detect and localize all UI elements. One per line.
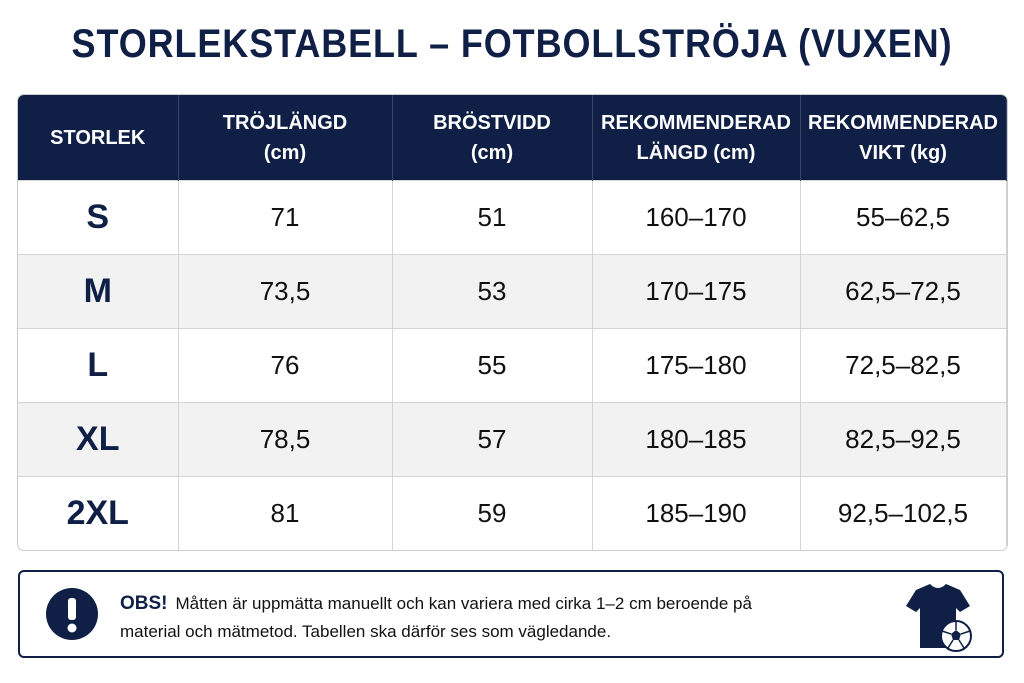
value-cell: 71	[178, 180, 393, 255]
value-cell: 160–170	[592, 180, 801, 255]
header-line: REKOMMENDERAD	[601, 111, 791, 134]
header-line: BRÖSTVIDD	[433, 111, 551, 134]
value-cell: 53	[392, 254, 593, 329]
value-cell: 76	[178, 328, 393, 403]
table-row: XL 78,5 57 180–185 82,5–92,5	[18, 402, 1007, 477]
header-line: (cm)	[263, 141, 307, 164]
header-line: REKOMMENDERAD	[808, 111, 998, 134]
table-row: S 71 51 160–170 55–62,5	[18, 180, 1007, 255]
value-cell: 59	[392, 476, 593, 550]
value-cell: 82,5–92,5	[800, 402, 1007, 477]
value-cell: 180–185	[592, 402, 801, 477]
header-line: (cm)	[470, 141, 514, 164]
value-cell: 92,5–102,5	[800, 476, 1007, 550]
value-cell: 57	[392, 402, 593, 477]
table-row: 2XL 81 59 185–190 92,5–102,5	[18, 476, 1007, 550]
header-row: STORLEK TRÖJLÄNGD (cm) BRÖSTVIDD (cm) REKOMME…	[18, 95, 1007, 181]
size-cell: L	[18, 328, 179, 403]
value-cell: 51	[392, 180, 593, 255]
size-cell: S	[18, 180, 179, 255]
header-cell: TRÖJLÄNGD (cm)	[178, 95, 393, 181]
value-cell: 62,5–72,5	[800, 254, 1007, 329]
table-row: L 76 55 175–180 72,5–82,5	[18, 328, 1007, 403]
header-line: LÄNGD (cm)	[636, 141, 756, 164]
warning-icon	[46, 588, 98, 640]
value-cell: 170–175	[592, 254, 801, 329]
note-box: OBS! Måtten är uppmätta manuellt och kan …	[18, 570, 1004, 658]
header-line: STORLEK	[50, 126, 146, 149]
title: STORLEKSTABELL – FOTBOLLSTRÖJA (VUXEN)	[71, 22, 953, 66]
note-body: Måtten är uppmätta manuellt och kan vari…	[120, 594, 752, 641]
header-cell: REKOMMENDERAD LÄNGD (cm)	[592, 95, 801, 181]
value-cell: 175–180	[592, 328, 801, 403]
header-cell: BRÖSTVIDD (cm)	[392, 95, 593, 181]
header-line: TRÖJLÄNGD	[222, 111, 348, 134]
value-cell: 81	[178, 476, 393, 550]
size-cell: XL	[18, 402, 179, 477]
header-line: VIKT (kg)	[859, 141, 947, 164]
size-cell: M	[18, 254, 179, 329]
header-cell: REKOMMENDERAD VIKT (kg)	[800, 95, 1007, 181]
note-text: OBS! Måtten är uppmätta manuellt och kan …	[120, 590, 760, 646]
header-cell: STORLEK	[18, 95, 179, 181]
value-cell: 55	[392, 328, 593, 403]
value-cell: 72,5–82,5	[800, 328, 1007, 403]
value-cell: 73,5	[178, 254, 393, 329]
value-cell: 55–62,5	[800, 180, 1007, 255]
note-label: OBS!	[120, 593, 168, 614]
value-cell: 185–190	[592, 476, 801, 550]
size-table: STORLEK TRÖJLÄNGD (cm) BRÖSTVIDD (cm) REKOMME…	[18, 95, 1007, 550]
value-cell: 78,5	[178, 402, 393, 477]
table-body: S 71 51 160–170 55–62,5 M 73,5 53 170–175 62,5–72…	[18, 180, 1007, 550]
table-row: M 73,5 53 170–175 62,5–72,5	[18, 254, 1007, 329]
size-cell: 2XL	[18, 476, 179, 550]
shirt-icon	[906, 584, 972, 652]
table-header: STORLEK TRÖJLÄNGD (cm) BRÖSTVIDD (cm) REKOMME…	[18, 95, 1007, 181]
